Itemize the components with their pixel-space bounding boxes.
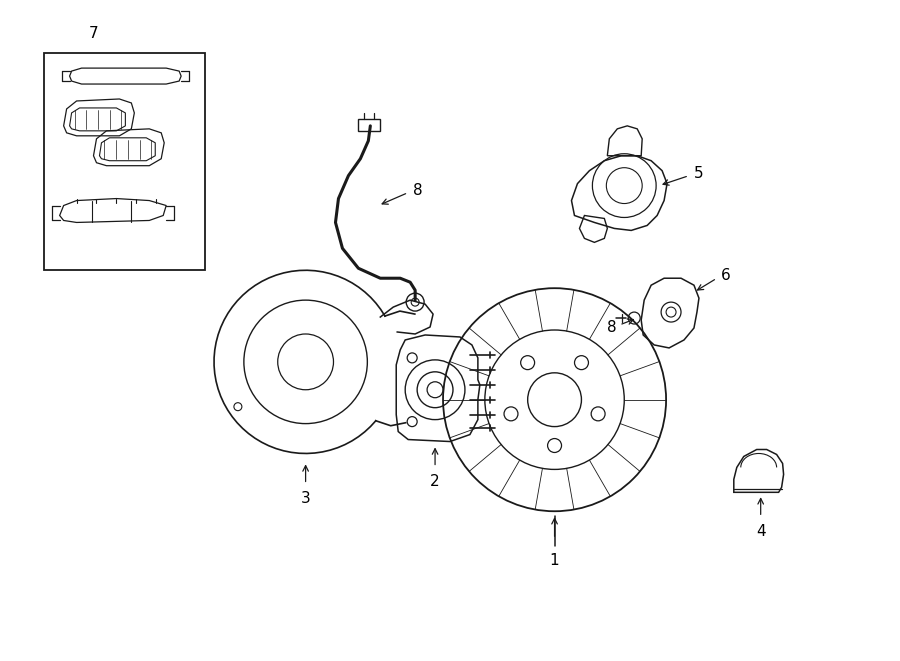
Text: 4: 4 [756,524,766,539]
Text: 8: 8 [413,183,423,198]
Text: 6: 6 [721,268,731,283]
Text: 1: 1 [550,553,560,568]
Bar [44,53,205,270]
Bar [358,119,381,131]
Text: 8: 8 [607,319,616,334]
Text: 5: 5 [694,166,704,181]
Text: 7: 7 [89,26,98,41]
Text: 3: 3 [301,491,310,506]
Text: 2: 2 [430,475,440,489]
